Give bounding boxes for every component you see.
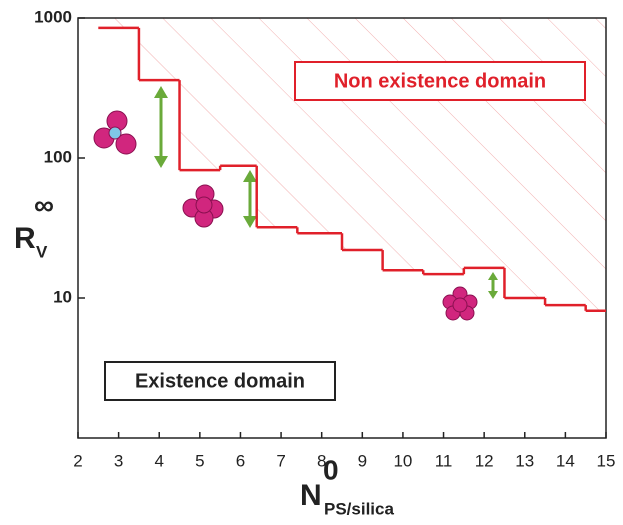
y-tick-label: 1000	[34, 7, 72, 26]
plot-frame	[77, 17, 607, 439]
annotation: Non existence domain	[334, 70, 546, 92]
y-tick-label: 100	[44, 147, 72, 166]
annotation-box	[294, 61, 586, 101]
x-tick-label: 2	[73, 451, 82, 470]
x-tick-label: 5	[195, 451, 204, 470]
x-tick-label: 3	[114, 451, 123, 470]
x-tick-label: 12	[475, 451, 494, 470]
x-label: N	[300, 479, 322, 512]
x-label-sub: PS/silica	[324, 499, 394, 518]
x-tick-label: 6	[236, 451, 245, 470]
molecule-icons	[93, 110, 478, 321]
y-label-sub: V	[36, 242, 48, 261]
y-label-sup: ∞	[34, 189, 54, 220]
x-tick-label: 13	[515, 451, 534, 470]
x-tick-label: 8	[317, 451, 326, 470]
x-tick-label: 11	[435, 451, 453, 470]
x-tick-label: 14	[556, 451, 575, 470]
x-tick-label: 15	[597, 451, 616, 470]
annotation: Existence domain	[135, 370, 305, 392]
arrows	[154, 86, 498, 299]
annotation-box	[104, 361, 336, 401]
x-tick-label: 4	[154, 451, 163, 470]
y-label: R	[14, 222, 36, 255]
y-tick-label: 10	[53, 287, 72, 306]
x-tick-label: 7	[276, 451, 285, 470]
x-tick-label: 9	[358, 451, 367, 470]
x-label-sup: 0	[323, 454, 339, 485]
x-tick-label: 10	[393, 451, 412, 470]
